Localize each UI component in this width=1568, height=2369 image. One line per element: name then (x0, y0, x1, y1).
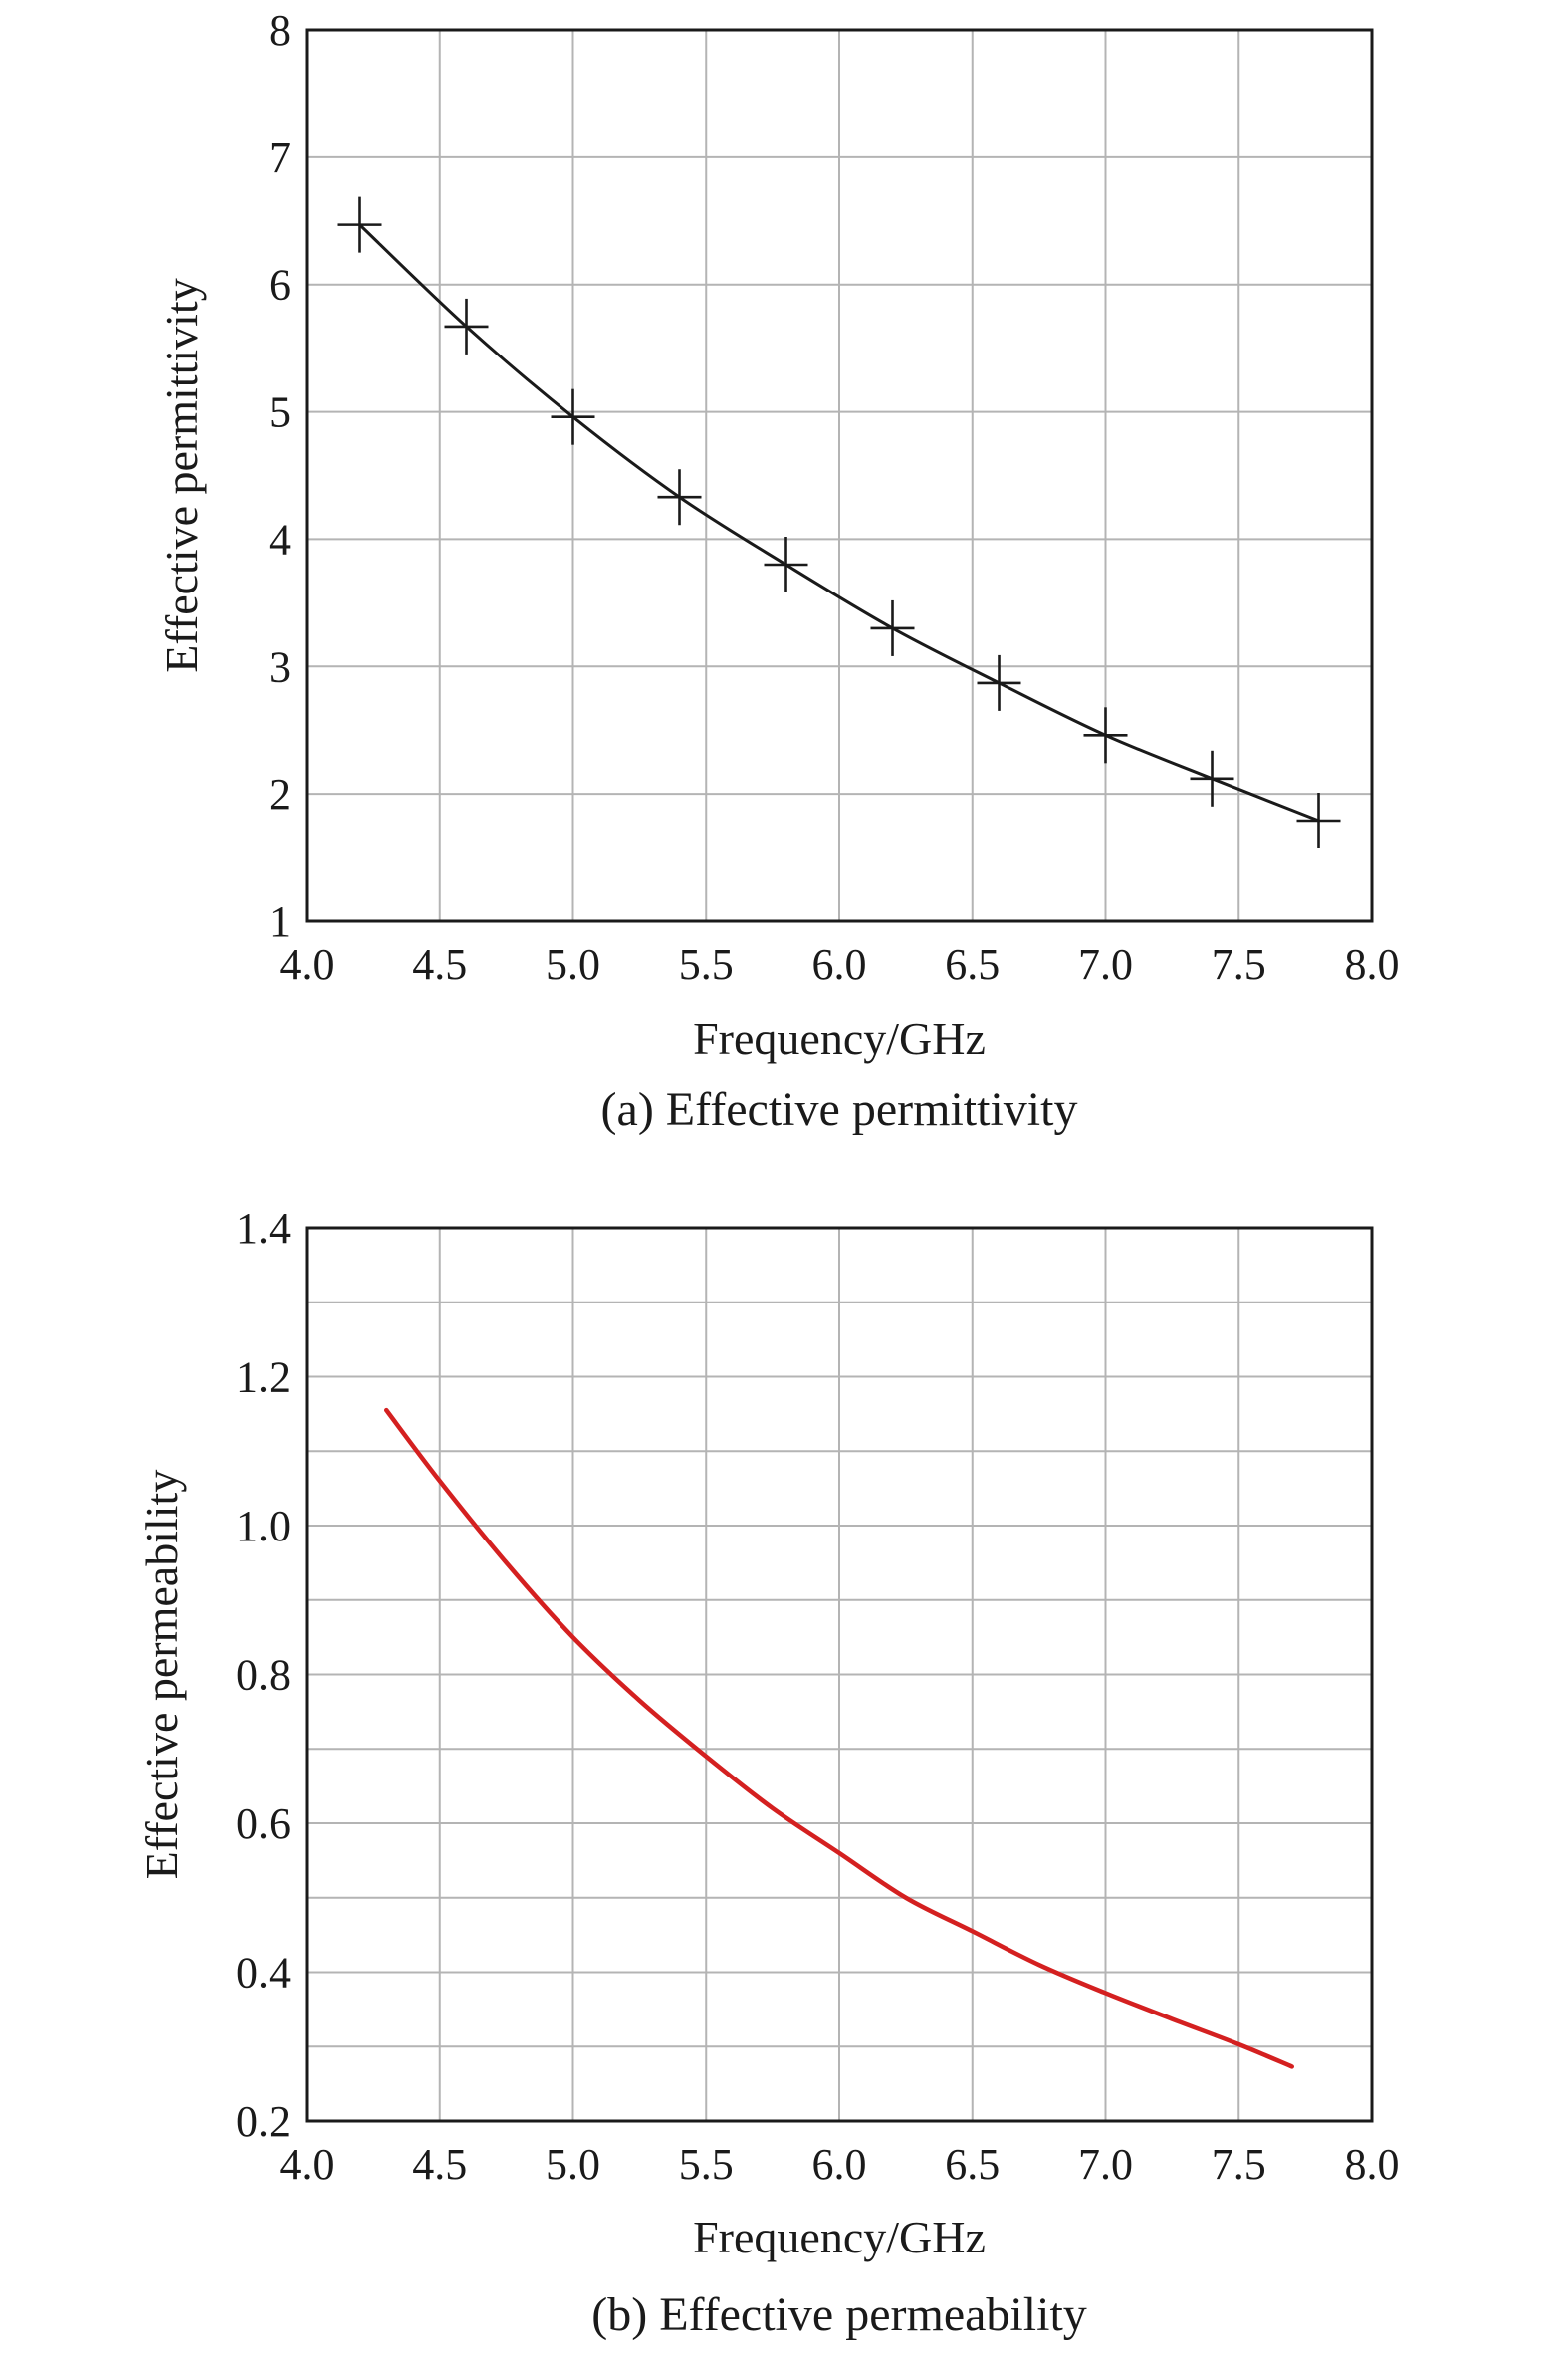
x-tick-label: 7.5 (1212, 940, 1266, 989)
plus-marker (764, 537, 808, 592)
series-line (384, 1407, 1294, 2069)
y-tick-label: 3 (269, 642, 291, 691)
chart-caption: (a) Effective permittivity (601, 1083, 1078, 1136)
plus-marker (870, 599, 915, 656)
plus-marker (551, 388, 595, 445)
grid-lines (307, 1228, 1372, 2121)
x-tick-label: 8.0 (1345, 2140, 1400, 2189)
plus-marker (977, 654, 1021, 711)
y-tick-label: 7 (269, 133, 291, 182)
x-tick-label: 5.5 (679, 940, 734, 989)
x-tick-label: 5.0 (546, 940, 600, 989)
plus-marker (1083, 707, 1128, 764)
x-tick-label: 4.5 (412, 2140, 467, 2189)
y-tick-label: 0.2 (236, 2097, 291, 2146)
plus-marker (1190, 750, 1234, 807)
series-line (358, 223, 1320, 823)
chart-caption: (b) Effective permeability (591, 2288, 1087, 2341)
y-tick-label: 0.8 (236, 1651, 291, 1700)
x-tick-label: 6.0 (812, 2140, 867, 2189)
x-axis-label: Frequency/GHz (693, 1013, 986, 1064)
plus-marker (1296, 792, 1341, 848)
x-tick-label: 5.5 (679, 2140, 734, 2189)
plot-frame (305, 1226, 1374, 2123)
x-tick-label: 6.0 (812, 940, 867, 989)
y-tick-label: 0.4 (236, 1949, 291, 1998)
plus-marker (337, 196, 382, 253)
x-axis-label: Frequency/GHz (693, 2212, 986, 2262)
y-tick-label: 5 (269, 388, 291, 437)
chart-panel-permeability: 4.0 4.5 5.0 5.5 6.0 6.5 7.0 7.5 8.0 0.2 0.4 0.6 0.8… (136, 1204, 1400, 2341)
x-tick-label: 4.5 (412, 940, 467, 989)
x-tick-label: 6.5 (945, 2140, 1000, 2189)
x-tick-label: 7.0 (1078, 2140, 1133, 2189)
y-tick-label: 1.2 (236, 1353, 291, 1402)
plus-marker (444, 298, 489, 355)
y-tick-label: 1.4 (236, 1204, 291, 1253)
x-tick-label: 7.0 (1078, 940, 1133, 989)
y-axis-label: Effective permittivity (156, 278, 207, 672)
x-tick-label: 4.0 (280, 940, 335, 989)
series-layer (337, 196, 1341, 848)
y-tick-label: 2 (269, 770, 291, 819)
x-tick-labels: 4.0 4.5 5.0 5.5 6.0 6.5 7.0 7.5 8.0 (280, 940, 1400, 989)
x-tick-labels: 4.0 4.5 5.0 5.5 6.0 6.5 7.0 7.5 8.0 (280, 2140, 1400, 2189)
y-tick-labels: 1 2 3 4 5 6 7 8 (269, 6, 291, 946)
y-tick-label: 0.6 (236, 1799, 291, 1848)
x-tick-label: 5.0 (546, 2140, 600, 2189)
y-tick-label: 8 (269, 6, 291, 55)
plot-frame (305, 28, 1374, 923)
y-tick-label: 6 (269, 261, 291, 310)
y-tick-label: 4 (269, 515, 291, 564)
grid-lines (307, 30, 1372, 921)
y-axis-label: Effective permeability (136, 1470, 187, 1880)
y-tick-label: 1 (269, 897, 291, 946)
y-tick-label: 1.0 (236, 1502, 291, 1550)
y-tick-labels: 0.2 0.4 0.6 0.8 1.0 1.2 1.4 (236, 1204, 291, 2146)
series-layer (384, 1407, 1294, 2069)
x-tick-label: 8.0 (1345, 940, 1400, 989)
plus-marker (657, 469, 702, 526)
x-tick-label: 4.0 (280, 2140, 335, 2189)
chart-panel-permittivity: 4.0 4.5 5.0 5.5 6.0 6.5 7.0 7.5 8.0 1 2 3 4 5 6 7 8 Fre… (156, 6, 1400, 1136)
x-tick-label: 6.5 (945, 940, 1000, 989)
x-tick-label: 7.5 (1212, 2140, 1266, 2189)
